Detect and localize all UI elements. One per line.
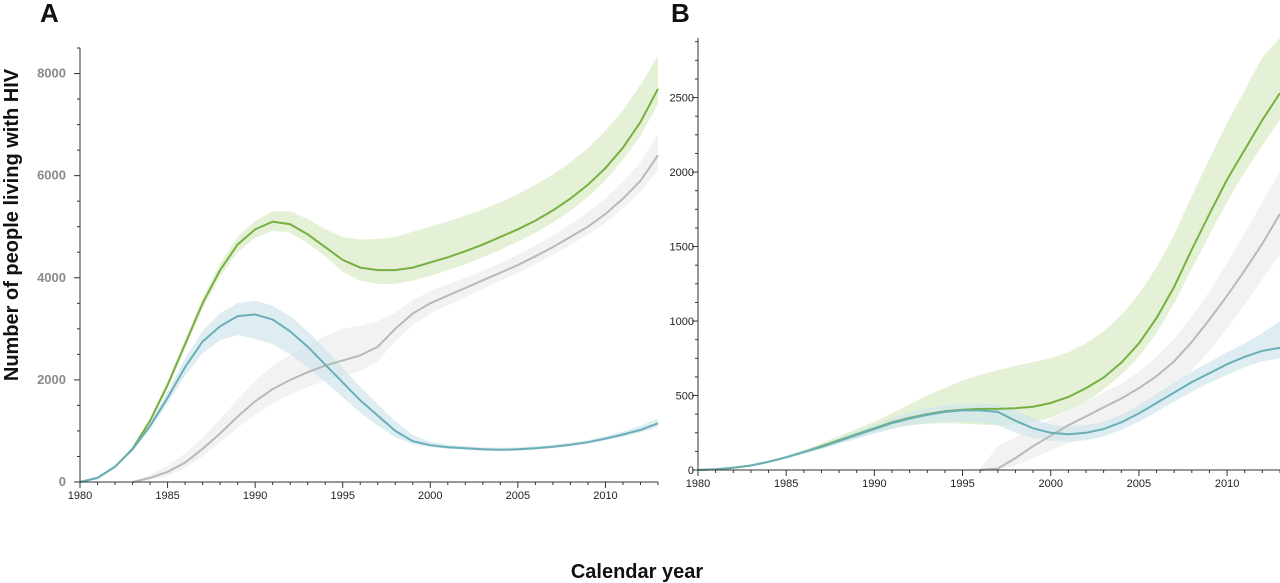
x-tick-label: 1980 <box>68 490 92 502</box>
x-tick-label: 1980 <box>686 478 710 490</box>
y-tick-label: 1000 <box>670 316 694 328</box>
y-tick-label: 2500 <box>670 93 694 105</box>
y-tick-label: 500 <box>676 391 694 403</box>
panel-a-chart: 1980 1985 1990 1995 2000 2005 2010 0 2000 4000 600… <box>37 47 659 502</box>
x-tick-label: 1990 <box>862 478 886 490</box>
y-tick-label: 0 <box>59 474 66 489</box>
x-tick-label: 2005 <box>1127 478 1151 490</box>
x-tick-label: 1990 <box>243 490 267 502</box>
y-axis-title: Number of people living with HIV <box>1 68 23 381</box>
band-teal <box>698 321 1280 470</box>
x-tick-label: 1995 <box>950 478 974 490</box>
band-green <box>698 38 1280 470</box>
x-tick-label: 2010 <box>593 490 617 502</box>
series-line-teal <box>79 313 659 483</box>
x-tick-label: 1985 <box>774 478 798 490</box>
x-tick-label: 2000 <box>1038 478 1062 490</box>
x-tick-label: 2000 <box>418 490 442 502</box>
series-line-teal <box>697 346 1280 471</box>
x-tick-label: 2005 <box>506 490 530 502</box>
series-line-grey <box>980 213 1280 471</box>
x-axis-title: Calendar year <box>571 561 704 583</box>
y-tick-label: 1500 <box>670 242 694 254</box>
x-tick-label: 2010 <box>1215 478 1239 490</box>
panel-b-chart: 1980 1985 1990 1995 2000 2005 2010 0 500 1000 1500… <box>670 38 1280 490</box>
y-tick-label: 6000 <box>37 168 66 183</box>
y-tick-label: 8000 <box>37 66 66 81</box>
series-line-green <box>79 88 659 483</box>
x-tick-label: 1995 <box>330 490 354 502</box>
y-tick-label: 2000 <box>670 167 694 179</box>
y-tick-label: 2000 <box>37 372 66 387</box>
y-tick-label: 0 <box>688 465 694 477</box>
panel-b-letter: B <box>671 0 690 28</box>
series-line-grey <box>132 154 659 483</box>
y-tick-label: 4000 <box>37 270 66 285</box>
panel-a-letter: A <box>40 0 59 28</box>
x-tick-label: 1985 <box>155 490 179 502</box>
